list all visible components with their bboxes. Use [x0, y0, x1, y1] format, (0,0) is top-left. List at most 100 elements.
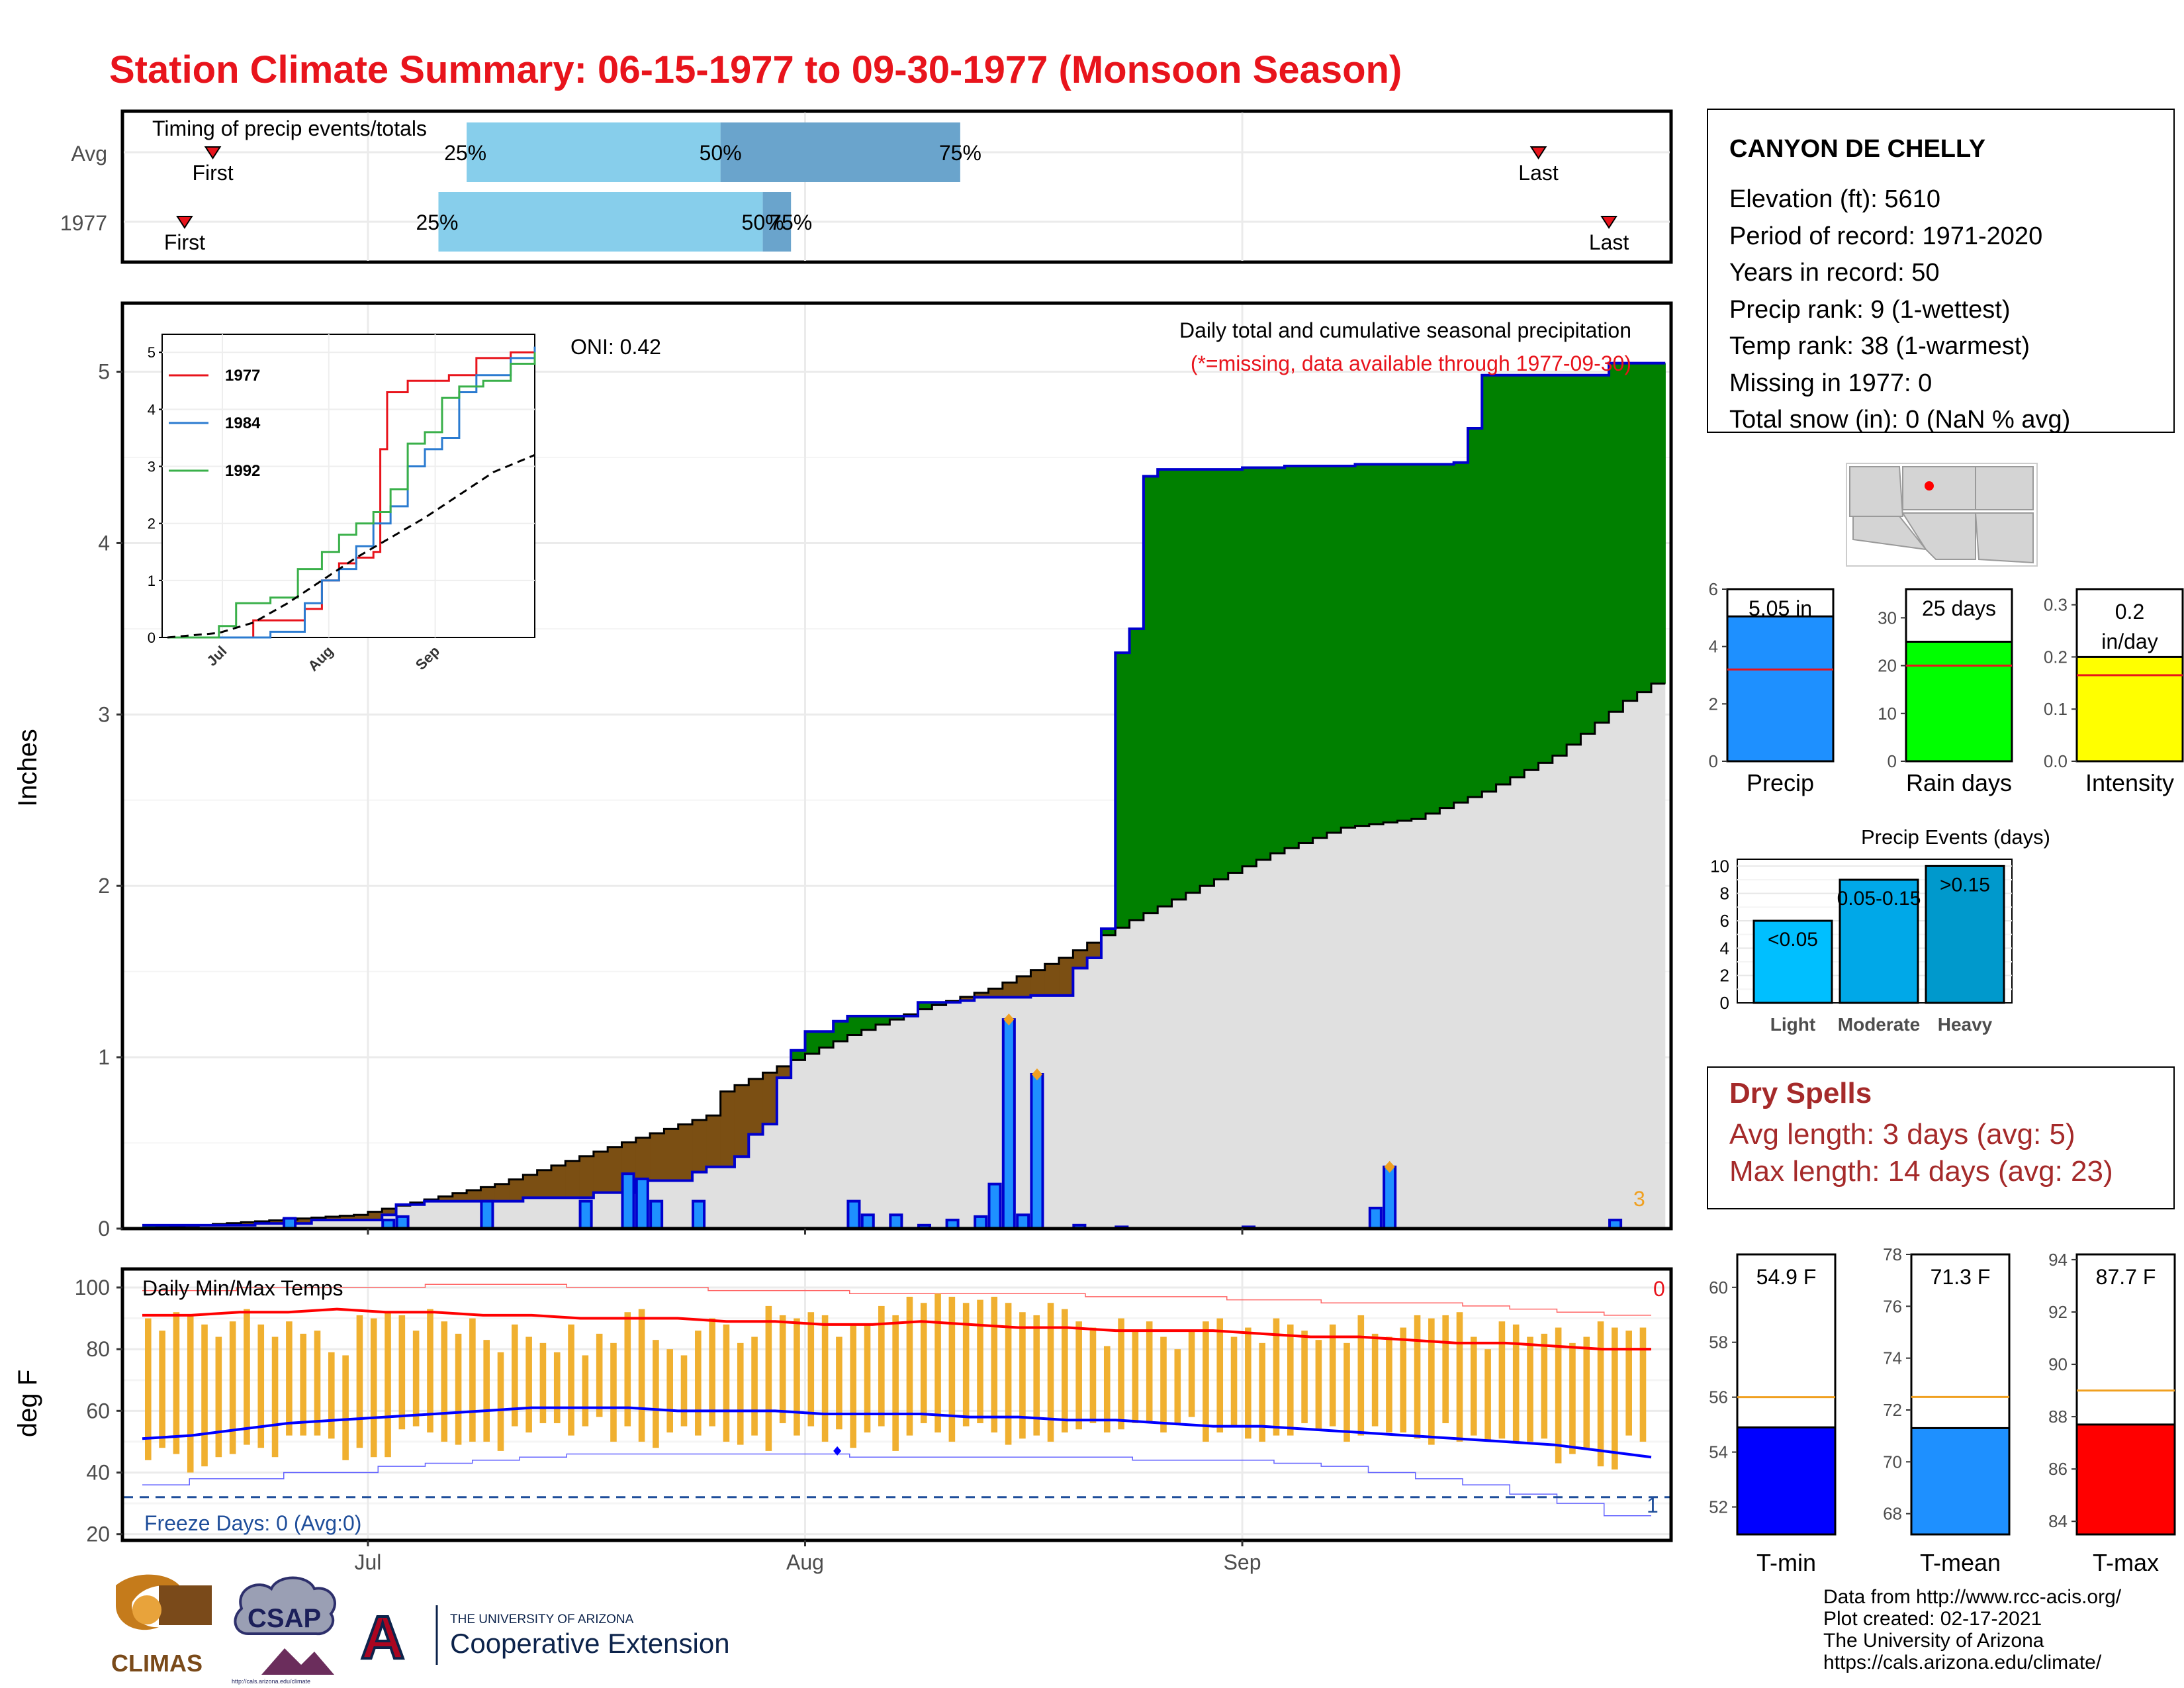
heavy-precip-marker-icon — [1003, 1013, 1015, 1026]
inset-line-1977 — [167, 349, 536, 639]
above-average-band — [819, 1031, 834, 1048]
station-line-years: Years in record: 50 — [1729, 259, 1940, 287]
below-average-band — [367, 1211, 383, 1221]
temp-ylabel: deg F — [13, 1370, 42, 1437]
daily-temp-bar — [356, 1315, 363, 1448]
above-average-band — [1609, 363, 1623, 712]
daily-temp-bar — [1329, 1324, 1336, 1427]
dry-spells-avg: Avg length: 3 days (avg: 5) — [1729, 1118, 2075, 1150]
events-bar-label: <0.05 — [1768, 929, 1818, 951]
daily-temp-bar — [1470, 1336, 1477, 1436]
summary-ytick-label: 6 — [1709, 579, 1718, 599]
daily-temp-bar — [1512, 1324, 1520, 1442]
temp-count-bottom: 1 — [1647, 1493, 1659, 1517]
events-title: Precip Events (days) — [1861, 825, 2050, 849]
above-average-band — [1242, 467, 1257, 867]
precip-ytick-label: 4 — [98, 531, 110, 555]
heavy-precip-marker-icon — [1384, 1160, 1395, 1173]
below-average-band — [509, 1179, 523, 1201]
daily-temp-bar — [1498, 1321, 1506, 1439]
daily-temp-bar — [1597, 1321, 1604, 1467]
summary-value-unit: in/day — [2101, 630, 2158, 653]
events-bar-label: >0.15 — [1940, 874, 1990, 896]
daily-temp-bar — [1541, 1333, 1548, 1439]
precip-count-label: 3 — [1633, 1187, 1645, 1211]
csap-url: http://cals.arizona.edu/climate — [232, 1678, 310, 1685]
above-average-band — [1482, 375, 1497, 792]
daily-temp-bar — [1625, 1331, 1632, 1436]
csap-mountain-icon — [261, 1648, 334, 1675]
above-average-band — [861, 1015, 876, 1030]
below-average-band — [523, 1174, 538, 1198]
footer-credits: Data from http://www.rcc-acis.org/ Plot … — [1823, 1586, 2122, 1673]
below-average-band — [678, 1124, 693, 1181]
temp-summary-ytick-label: 90 — [2048, 1354, 2068, 1374]
below-average-band — [593, 1151, 608, 1193]
above-average-band — [932, 1002, 947, 1006]
daily-temp-bar — [398, 1315, 406, 1430]
timing-row-avg: Avg — [71, 142, 107, 165]
above-average-band — [1426, 464, 1440, 814]
daily-temp-bar — [1132, 1331, 1139, 1423]
daily-temp-bar — [1019, 1312, 1026, 1439]
daily-precip-bar — [649, 1199, 664, 1230]
daily-temp-bar — [695, 1331, 702, 1436]
temp-summary-value-label: 71.3 F — [1931, 1265, 1991, 1289]
daily-temp-bar — [977, 1299, 983, 1423]
daily-temp-bar — [906, 1296, 913, 1436]
daily-temp-bar — [512, 1324, 518, 1427]
daily-temp-bar — [666, 1349, 673, 1432]
climas-text: CLIMAS — [111, 1650, 203, 1677]
below-average-band — [340, 1215, 355, 1221]
avg-p25-label: 25% — [444, 141, 486, 165]
station-line-temp-rank: Temp rank: 38 (1-warmest) — [1729, 332, 2030, 360]
summary-value-label: 25 days — [1922, 596, 1996, 620]
daily-temp-bar — [1089, 1327, 1097, 1423]
daily-temp-bar — [1442, 1315, 1449, 1423]
daily-temp-bar — [525, 1336, 532, 1432]
above-average-band — [833, 1021, 848, 1041]
daily-temp-bar — [737, 1342, 744, 1445]
daily-temp-bar — [709, 1318, 715, 1427]
daily-precip-bar — [974, 1215, 988, 1231]
daily-temp-bar — [624, 1312, 631, 1427]
summary-value-label: 0.2 — [2115, 600, 2144, 624]
station-info: CANYON DE CHELLY Elevation (ft): 5610 Pe… — [1707, 109, 2175, 434]
inset-legend-label-1984: 1984 — [225, 414, 261, 432]
temp-ytick-label: 40 — [86, 1461, 110, 1485]
daily-temp-bar — [1245, 1327, 1251, 1439]
temp-summary-ytick-label: 56 — [1709, 1387, 1728, 1407]
above-average-band — [889, 1015, 905, 1020]
daily-temp-bar — [1230, 1336, 1238, 1427]
temp-summary-ytick-label: 68 — [1883, 1504, 1902, 1524]
below-average-band — [1002, 982, 1017, 998]
temp-summary-bar-t-max — [2075, 1423, 2176, 1536]
daily-temp-bar — [441, 1321, 448, 1442]
daily-temp-bar — [878, 1305, 885, 1427]
summary-ytick-label: 0.2 — [2044, 647, 2068, 667]
daily-temp-bar — [1315, 1340, 1322, 1430]
daily-precip-bar — [987, 1182, 1002, 1230]
daily-temp-bar — [1371, 1333, 1379, 1427]
temp-count-top: 0 — [1653, 1277, 1665, 1301]
station-name: CANYON DE CHELLY — [1729, 135, 1985, 163]
csap-cloud-icon — [234, 1576, 336, 1636]
credit-url: https://cals.arizona.edu/climate/ — [1823, 1652, 2102, 1673]
daily-temp-bar — [779, 1315, 786, 1423]
daily-precip-bar — [1383, 1165, 1397, 1231]
daily-precip-bar — [692, 1199, 706, 1230]
temp-xtick-label: Aug — [786, 1550, 824, 1574]
below-average-band — [467, 1190, 482, 1201]
above-average-band — [1341, 465, 1356, 828]
daily-temp-bar — [1005, 1303, 1012, 1445]
above-average-band — [1567, 375, 1582, 745]
daily-temp-bar — [1174, 1349, 1181, 1423]
events-ytick-label: 2 — [1720, 966, 1729, 986]
precip-events-chart: Precip Events (days) <0.05 Light 0.05-0.15… — [1710, 825, 2050, 1035]
station-frame — [1707, 109, 2175, 433]
temp-summary-ytick-label: 72 — [1883, 1400, 1902, 1420]
temp-summary-ytick-label: 74 — [1883, 1348, 1902, 1368]
daily-precip-bar — [1368, 1206, 1383, 1231]
daily-temp-bar — [1103, 1346, 1111, 1432]
below-average-band — [635, 1137, 651, 1181]
